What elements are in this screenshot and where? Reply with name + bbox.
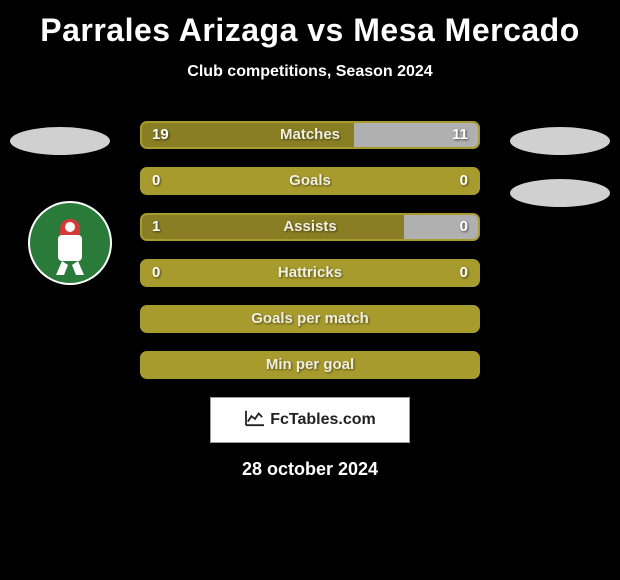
date-label: 28 october 2024 (0, 459, 620, 480)
stat-value-left: 19 (152, 123, 169, 147)
stat-row: Goals0 0 (140, 167, 480, 195)
stat-label: Min per goal (142, 353, 478, 377)
stat-row: Assists1 0 (140, 213, 480, 241)
stat-bars: Matches1911Goals00Assists10Hattricks00Go… (140, 121, 480, 379)
stat-row: Goals per match (140, 305, 480, 333)
stat-label: Hattricks (142, 261, 478, 285)
stat-label: Goals per match (142, 307, 478, 331)
stat-value-right: 0 (460, 261, 468, 285)
stat-value-left: 1 (152, 215, 160, 239)
club-logo-left (28, 201, 112, 285)
stat-label: Assists (142, 215, 478, 239)
stat-label: Matches (142, 123, 478, 147)
chart-icon (244, 409, 266, 432)
stat-row: Hattricks0 0 (140, 259, 480, 287)
stat-value-right: 0 (460, 169, 468, 193)
stat-value-right: 11 (452, 123, 468, 147)
subtitle: Club competitions, Season 2024 (0, 63, 620, 81)
player-badge-right-2 (510, 179, 610, 207)
player-badge-right (510, 127, 610, 155)
player-badge-left (10, 127, 110, 155)
stat-label: Goals (142, 169, 478, 193)
watermark-badge: FcTables.com (210, 397, 410, 443)
watermark-text: FcTables.com (270, 411, 376, 429)
stat-value-left: 0 (152, 169, 160, 193)
stat-row: Min per goal (140, 351, 480, 379)
page-title: Parrales Arizaga vs Mesa Mercado (0, 0, 620, 49)
stat-row: Matches19 11 (140, 121, 480, 149)
stat-value-left: 0 (152, 261, 160, 285)
stat-value-right: 0 (460, 215, 468, 239)
comparison-panel: Matches1911Goals00Assists10Hattricks00Go… (0, 121, 620, 480)
